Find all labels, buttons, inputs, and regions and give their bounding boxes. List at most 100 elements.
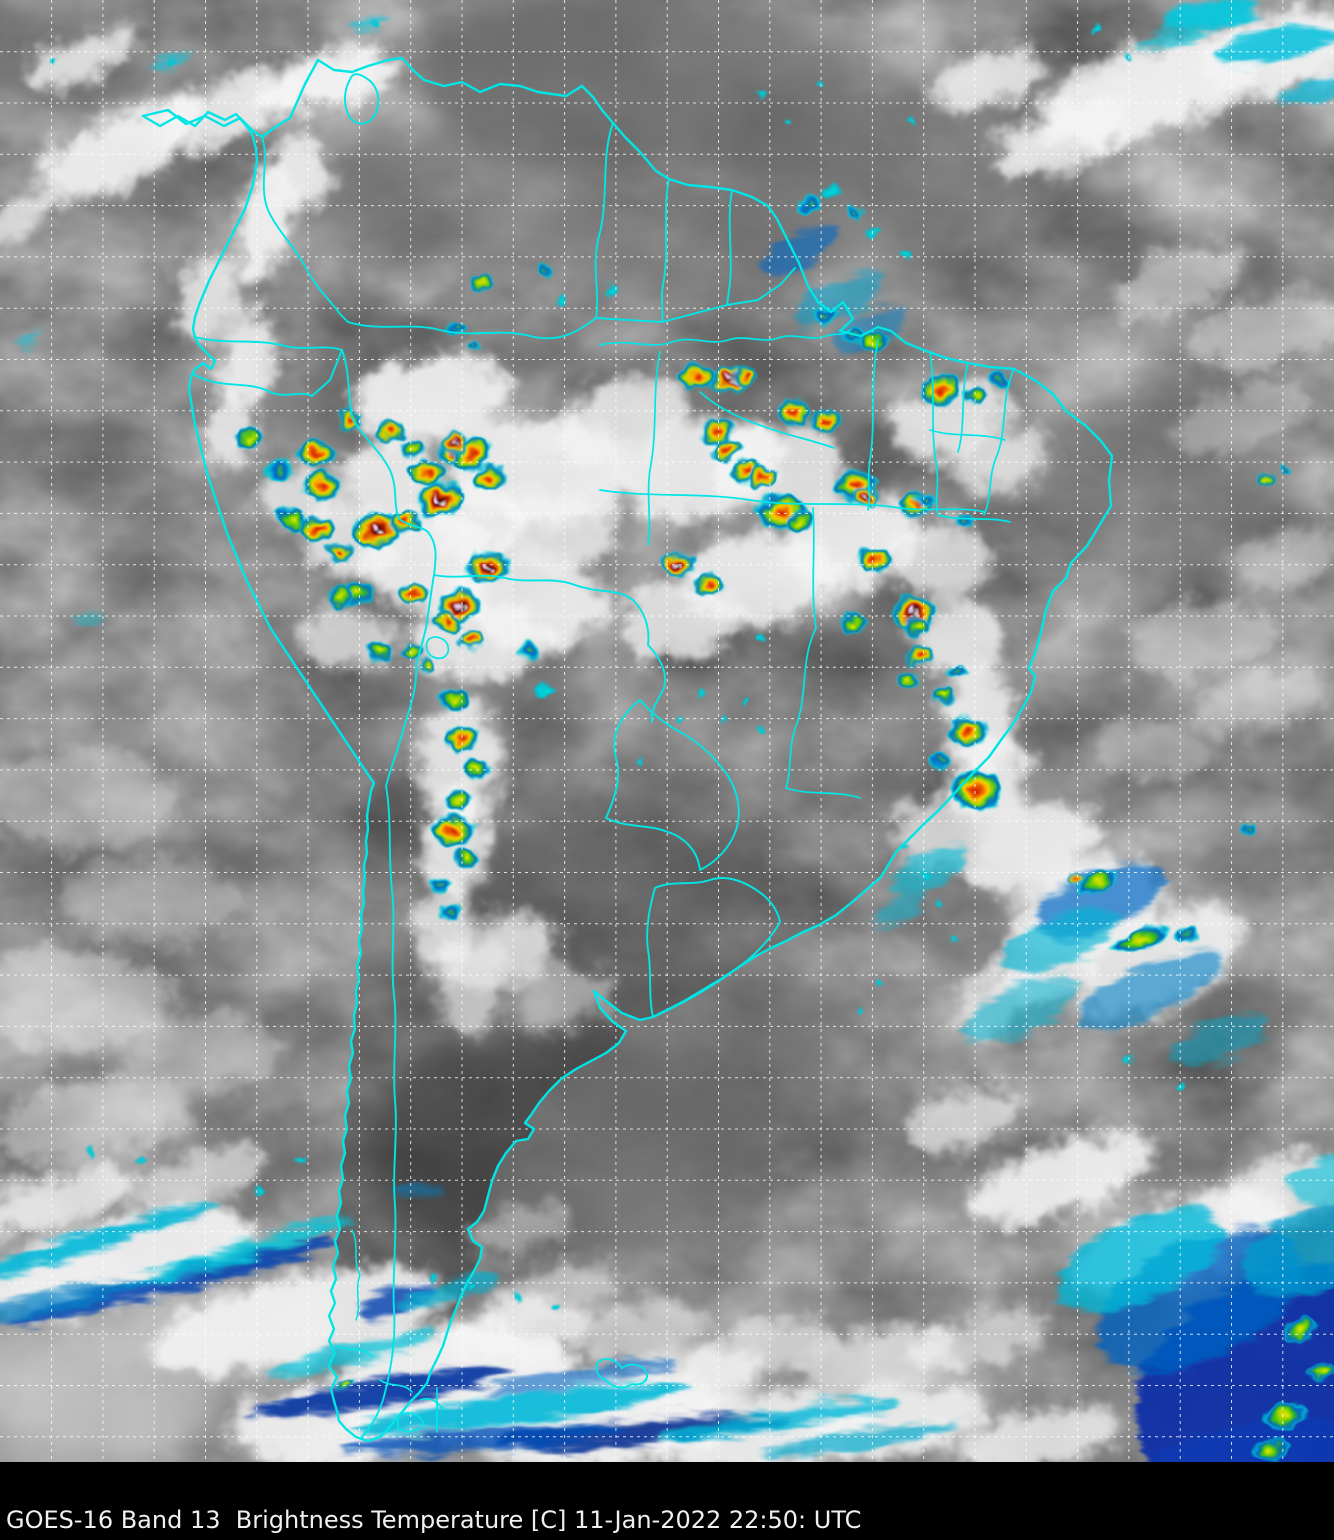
cold-cloud-streak <box>661 1398 899 1442</box>
convective-cell <box>951 769 1003 811</box>
convective-cell <box>695 571 725 597</box>
streak-layer <box>0 0 1334 1462</box>
convective-cell <box>427 875 453 895</box>
cloud-mass <box>270 130 330 210</box>
cold-cloud-streak <box>124 1218 356 1286</box>
overshooting-top-speckle <box>455 601 461 607</box>
convective-cell <box>514 1293 526 1303</box>
cloud-mass <box>620 580 740 660</box>
cold-cloud-streak <box>251 1365 509 1419</box>
cold-cloud-streak <box>362 1282 438 1318</box>
cloud-mass <box>1230 530 1334 590</box>
cloud-mass <box>570 1299 710 1361</box>
convective-cell <box>165 57 175 67</box>
convective-cell <box>367 20 377 30</box>
convective-cell <box>444 789 472 811</box>
cloud-mass <box>470 1203 570 1257</box>
convective-cell <box>810 408 844 434</box>
cold-cloud-streak <box>481 1360 679 1396</box>
geo-border-bolivia-brazil <box>433 574 666 723</box>
geo-border-peru-brazil <box>351 417 437 665</box>
cloud-mass <box>261 47 399 113</box>
convective-cell <box>451 847 479 869</box>
overshooting-top-speckle <box>434 495 441 502</box>
overshooting-top-speckle <box>482 563 488 569</box>
geo-amazon-river <box>599 329 851 346</box>
cold-cloud-streak <box>1221 24 1334 66</box>
convective-cell <box>914 491 936 509</box>
cloud-mass <box>1171 385 1309 455</box>
geo-lake-titicaca <box>425 636 450 660</box>
geo-coastline <box>141 56 1114 1443</box>
cold-cloud-streak <box>340 1424 620 1456</box>
geo-border-ecuador-peru <box>192 349 343 397</box>
convective-cell <box>819 181 841 199</box>
convective-cell <box>472 273 494 291</box>
geo-border-guyana-suriname <box>660 178 670 323</box>
overshooting-top-speckle <box>678 565 682 569</box>
cold-cloud-streak <box>1076 950 1224 1030</box>
convective-cell <box>409 459 445 487</box>
geo-border-guianas-brazil <box>347 267 796 340</box>
cold-cloud-streak <box>1172 1014 1268 1066</box>
cloud-mass <box>993 103 1127 177</box>
convective-cell <box>366 639 394 661</box>
convective-cell <box>1077 870 1119 894</box>
convective-cell <box>675 715 685 725</box>
cloud-mass <box>441 912 559 988</box>
convection-layer <box>50 20 1334 1462</box>
convective-cell <box>1241 824 1259 836</box>
convective-cell <box>299 516 335 544</box>
convective-cell <box>1111 927 1169 953</box>
convective-cell <box>905 115 915 125</box>
convective-cell <box>858 330 888 352</box>
convective-cell <box>919 374 961 406</box>
gray-patch <box>0 1360 210 1462</box>
cold-cloud-streak <box>74 613 106 627</box>
cloud-mass <box>420 700 500 820</box>
convective-cell <box>50 57 60 67</box>
convective-cell <box>1125 50 1135 60</box>
overshooting-top-speckle <box>452 440 456 444</box>
cloud-mass <box>911 1307 1049 1373</box>
overshooting-top-speckle <box>488 567 492 571</box>
cold-cloud-streak <box>1140 28 1200 52</box>
convective-cell <box>426 1275 438 1285</box>
convective-cell <box>535 683 555 697</box>
cloud-mass <box>204 390 256 470</box>
convective-cell <box>302 471 340 501</box>
convective-cell <box>775 398 811 426</box>
convective-cell <box>720 717 730 727</box>
convective-cell <box>714 437 740 461</box>
convective-cell <box>935 900 945 910</box>
cloud-mass <box>0 1207 256 1313</box>
cloud-mass <box>501 1262 619 1318</box>
convective-cell <box>400 438 426 458</box>
geo-tierra-del-fuego-island <box>397 1412 425 1433</box>
cloud-mass <box>1120 602 1280 678</box>
cloud-mass <box>0 1076 189 1164</box>
cold-cloud-streak <box>0 1202 215 1282</box>
geo-state-border-ne-cross2 <box>937 514 1011 523</box>
convective-cell <box>1284 1318 1316 1342</box>
geo-state-border-amazonas-para <box>647 351 661 546</box>
overshooting-top-speckle <box>461 605 465 609</box>
convective-cell <box>930 685 956 705</box>
convective-cell <box>438 687 472 713</box>
convective-cell <box>855 546 891 574</box>
convective-cell <box>472 463 508 493</box>
cold-cloud-streak <box>760 1423 960 1457</box>
geo-state-border-central <box>599 489 986 513</box>
geo-state-border-ne-cross1 <box>929 429 1006 441</box>
geo-state-border-maranhao <box>867 339 879 511</box>
geo-tierra-del-fuego-channels-1 <box>335 1345 373 1357</box>
cloud-mass <box>1090 720 1210 780</box>
satellite-map <box>0 0 1334 1462</box>
convective-cell <box>757 726 767 736</box>
convective-cell <box>1308 1362 1334 1382</box>
convective-cell <box>896 249 914 261</box>
cloud-mass <box>951 428 1049 492</box>
convective-cell <box>1251 1438 1289 1462</box>
convective-cell <box>946 716 988 746</box>
caption-bar: GOES-16 Band 13 Brightness Temperature [… <box>0 1462 1334 1540</box>
